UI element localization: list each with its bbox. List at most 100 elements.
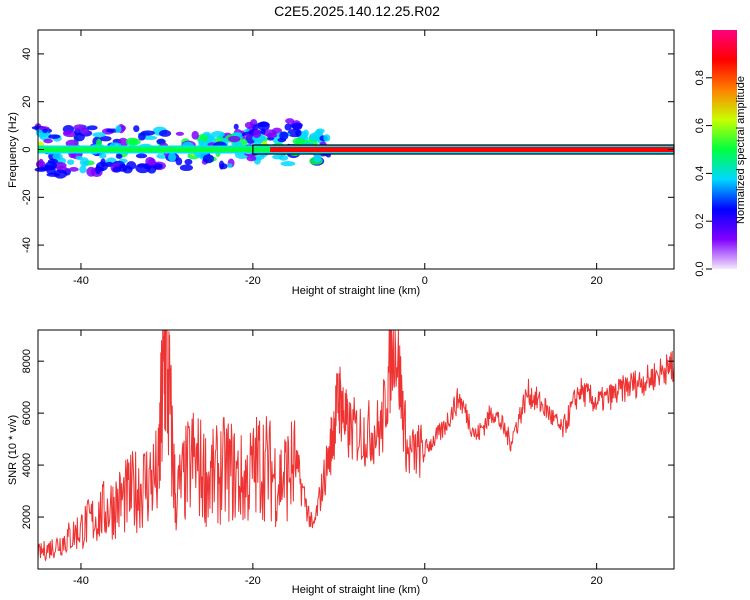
spectrogram-blob — [295, 129, 302, 137]
spectrogram-blob — [112, 166, 122, 173]
spectrogram-blob — [48, 134, 61, 139]
ridge-core — [270, 147, 674, 152]
spectrogram-blob — [280, 161, 296, 167]
x-tick-label: 0 — [422, 275, 428, 287]
y-tick-label: 20 — [21, 96, 33, 108]
spectrogram-blob — [272, 154, 284, 160]
colorbar-tick-label: 0.8 — [694, 70, 706, 85]
spectrogram-blob — [292, 137, 305, 146]
x-tick-label: -20 — [245, 275, 261, 287]
spectrogram-blob — [145, 156, 155, 166]
snr-y-ticks: 2000 4000 6000 8000 — [21, 349, 674, 529]
figure-title: C2E5.2025.140.12.25.R02 — [274, 3, 440, 19]
spectrogram-blob — [53, 169, 68, 179]
spectrogram-blob — [244, 121, 254, 129]
colorbar-label: Normalized spectral amplitude — [735, 76, 747, 224]
spectrogram-blob — [52, 153, 63, 161]
spectrogram-blob — [142, 135, 158, 141]
spectrogram-blob — [279, 131, 289, 141]
spectrogram-blob — [115, 153, 123, 159]
spectrogram-blob — [291, 122, 303, 131]
ridge-core — [252, 147, 271, 152]
spectrogram-blob — [323, 134, 331, 142]
spectrogram-blob — [168, 152, 177, 162]
spectrogram-blob — [138, 132, 146, 141]
y-tick-label: 6000 — [21, 401, 33, 425]
spectrogram-blob — [260, 128, 266, 135]
spectrogram-blob — [196, 134, 209, 143]
colorbar-tick-label: 0.6 — [694, 118, 706, 133]
spectrogram-blob — [252, 129, 262, 138]
spectrogram-panel: -40 -20 0 20 -40 -20 0 20 40 Height of straight… — [7, 29, 675, 297]
colorbar-tick-label: 0.0 — [694, 261, 706, 276]
spectrogram-blob — [219, 163, 228, 170]
spectrogram-blob — [63, 130, 78, 138]
spectrogram-blob — [37, 166, 49, 171]
spectrogram-blob — [126, 161, 137, 170]
spectrogram-blob — [42, 128, 48, 133]
spectrogram-blob — [68, 166, 79, 172]
snr-background — [38, 330, 674, 569]
spectrogram-blob — [65, 139, 79, 148]
y-tick-label: 2000 — [21, 505, 33, 529]
snr-y-label: SNR (10 * v/v) — [7, 415, 19, 485]
spectrogram-blob — [266, 132, 278, 139]
spectrogram-blob — [43, 138, 53, 144]
spectrogram-blob — [135, 163, 151, 174]
spectrogram-blob — [246, 155, 257, 162]
snr-x-ticks: -40 -20 0 20 — [73, 330, 603, 587]
spectrogram-blob — [271, 127, 283, 135]
spectrogram-blob — [191, 130, 199, 140]
spectrogram-ridge — [38, 144, 675, 155]
spectrogram-x-label: Height of straight line (km) — [292, 285, 420, 297]
y-tick-label: 0 — [21, 146, 33, 152]
spectrogram-blob — [210, 131, 225, 138]
spectrogram-blob — [135, 153, 148, 159]
spectrogram-blob — [86, 166, 96, 177]
spectrogram-y-label: Frequency (Hz) — [7, 112, 19, 188]
spectrogram-blob — [67, 159, 75, 165]
y-tick-label: 4000 — [21, 453, 33, 477]
spectrogram-blob — [202, 154, 215, 164]
x-tick-label: -20 — [245, 575, 261, 587]
y-tick-label: -40 — [21, 237, 33, 253]
spectrogram-blob — [184, 158, 193, 166]
spectrogram-blob — [87, 125, 98, 131]
y-tick-label: 8000 — [21, 349, 33, 373]
spectrogram-blob — [285, 118, 295, 124]
spectrogram-blob — [115, 125, 122, 133]
spectrogram-blob — [125, 137, 138, 147]
spectrogram-blob — [95, 161, 108, 172]
spectrogram-blob — [133, 125, 140, 133]
colorbar-ticks: 0.0 0.2 0.4 0.6 0.8 — [694, 70, 712, 277]
spectrogram-blob — [175, 131, 185, 136]
spectrogram-blob — [73, 124, 87, 131]
colorbar-tick-label: 0.2 — [694, 214, 706, 229]
spectrogram-y-ticks: -40 -20 0 20 40 — [21, 48, 674, 253]
spectrogram-blob — [99, 135, 112, 142]
spectrogram-blob — [179, 164, 194, 172]
snr-frame — [37, 329, 675, 570]
x-tick-label: 20 — [591, 275, 603, 287]
spectrogram-x-ticks: -40 -20 0 20 — [73, 30, 603, 287]
snr-panel: -40 -20 0 20 2000 4000 6000 8000 Height of str… — [7, 329, 675, 596]
spectrogram-blob — [37, 141, 45, 147]
spectrogram-blob — [233, 123, 239, 130]
colorbar-tick-label: 0.4 — [694, 166, 706, 181]
spectrogram-blob — [154, 163, 163, 170]
spectrogram-blob — [79, 165, 87, 174]
x-tick-label: 0 — [422, 575, 428, 587]
spectrogram-blob — [313, 152, 322, 163]
colorbar-gradient — [712, 30, 737, 269]
y-tick-label: 40 — [21, 48, 33, 60]
x-tick-label: -40 — [73, 575, 89, 587]
spectrogram-blob — [256, 122, 270, 128]
spectrogram-blob — [99, 153, 107, 159]
spectrogram-blob — [315, 128, 325, 134]
spectrogram-blob — [226, 163, 233, 168]
spectrogram-blob — [228, 135, 241, 143]
spectrogram-blob — [79, 157, 90, 168]
snr-x-label: Height of straight line (km) — [292, 584, 420, 596]
